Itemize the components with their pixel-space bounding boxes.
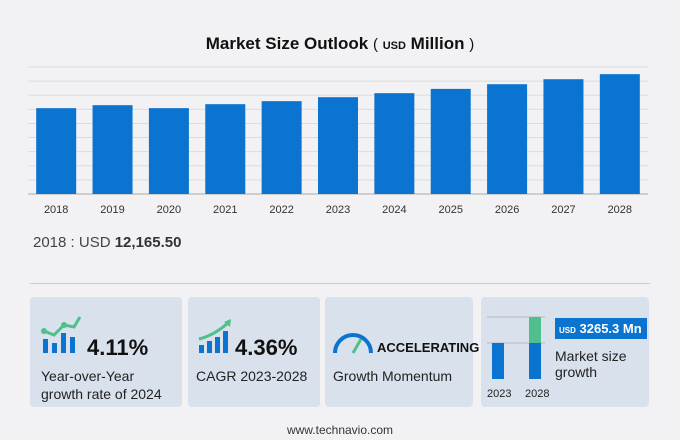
momentum-label: Growth Momentum (333, 368, 453, 384)
yoy-label-2: growth rate of 2024 (41, 386, 162, 402)
mini-bar-2028 (529, 343, 541, 379)
momentum-value: ACCELERATING (377, 340, 480, 355)
unit-prefix: USD (382, 40, 406, 52)
bar-2022 (261, 101, 302, 194)
title-text: Market Size Outlook (205, 34, 369, 53)
speedometer-icon (333, 333, 373, 354)
cagr-chart-icon (198, 319, 231, 353)
x-tick-label: 2020 (157, 204, 181, 216)
x-tick-label: 2018 (44, 204, 68, 216)
market-growth-card: 2023 2028 Market size growth (481, 297, 649, 407)
bar-2026 (487, 84, 528, 194)
yoy-value: 4.11% (87, 335, 149, 360)
x-tick-label: 2022 (269, 204, 293, 216)
x-tick-label: 2027 (551, 204, 575, 216)
mini-year-end: 2028 (525, 388, 550, 400)
momentum-card: ACCELERATING Growth Momentum (325, 297, 479, 407)
bar-2025 (430, 88, 471, 194)
base-year-value: 2018 : USD 12,165.50 (33, 234, 181, 251)
growth-currency: USD (559, 326, 576, 335)
bar-chart: 2018 2019 2020 2021 2022 2023 2024 2025 2026 2027… (28, 66, 648, 216)
bar-2024 (374, 93, 415, 194)
cagr-card: 4.36% CAGR 2023-2028 (188, 297, 320, 407)
bar-2023 (318, 97, 358, 194)
bar-2027 (543, 79, 584, 194)
x-tick-label: 2024 (382, 204, 406, 216)
x-tick-label: 2026 (495, 204, 519, 216)
x-tick-label: 2019 (100, 204, 124, 216)
unit: Million (410, 34, 465, 53)
bar-2020 (148, 108, 189, 194)
yoy-label: Year-over-Year (41, 368, 135, 384)
bar-2021 (205, 104, 246, 194)
growth-amount-badge: USD 3265.3 Mn (555, 318, 647, 339)
cagr-label: CAGR 2023-2028 (196, 368, 308, 384)
growth-label: Market size (555, 348, 627, 364)
x-tick-label: 2025 (438, 204, 462, 216)
divider (30, 283, 650, 284)
mini-year-start: 2023 (487, 388, 512, 400)
chart-title: Market Size Outlook ( USD Million ) (205, 34, 475, 53)
x-tick-label: 2021 (213, 204, 237, 216)
growth-label-2: growth (555, 364, 598, 380)
growth-mini-chart (487, 316, 545, 379)
bar-2019 (92, 105, 133, 194)
mini-bar-growth (529, 317, 541, 343)
cagr-value: 4.36% (235, 335, 298, 360)
footer-url[interactable]: www.technavio.com (286, 423, 394, 437)
growth-chart-icon (41, 316, 82, 353)
yoy-card: 4.11% Year-over-Year growth rate of 2024 (30, 297, 182, 407)
base-year-number: 12,165.50 (114, 234, 182, 251)
x-tick-label: 2023 (326, 204, 350, 216)
bar-2018 (36, 108, 77, 194)
x-tick-label: 2028 (608, 204, 632, 216)
mini-bar-2023 (492, 343, 504, 379)
base-year-label: 2018 : USD (33, 234, 111, 251)
growth-amount: 3265.3 Mn (579, 321, 642, 336)
bar-2028 (599, 74, 640, 194)
